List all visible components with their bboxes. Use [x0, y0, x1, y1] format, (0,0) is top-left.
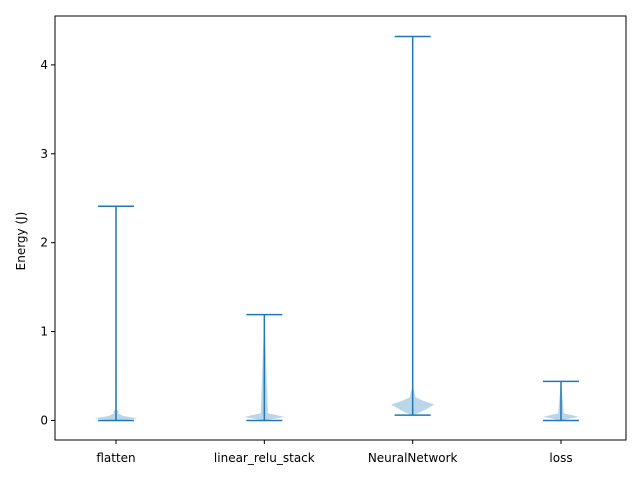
x-axis: flatten linear_relu_stack NeuralNetwork los…	[96, 440, 573, 465]
x-tick-label: NeuralNetwork	[368, 451, 458, 465]
y-tick-label: 0	[40, 413, 48, 427]
x-tick-label: loss	[549, 451, 572, 465]
y-axis-label: Energy (J)	[14, 212, 28, 271]
y-tick-label: 2	[40, 236, 48, 250]
x-tick-label: linear_relu_stack	[214, 451, 315, 465]
y-axis: 0 1 2 3 4	[40, 58, 55, 427]
y-tick-label: 1	[40, 325, 48, 339]
violin-marks	[98, 35, 579, 422]
y-tick-label: 4	[40, 58, 48, 72]
y-tick-label: 3	[40, 147, 48, 161]
x-tick-label: flatten	[96, 451, 135, 465]
violin-bodies	[94, 36, 579, 421]
plot-frame	[54, 15, 627, 441]
